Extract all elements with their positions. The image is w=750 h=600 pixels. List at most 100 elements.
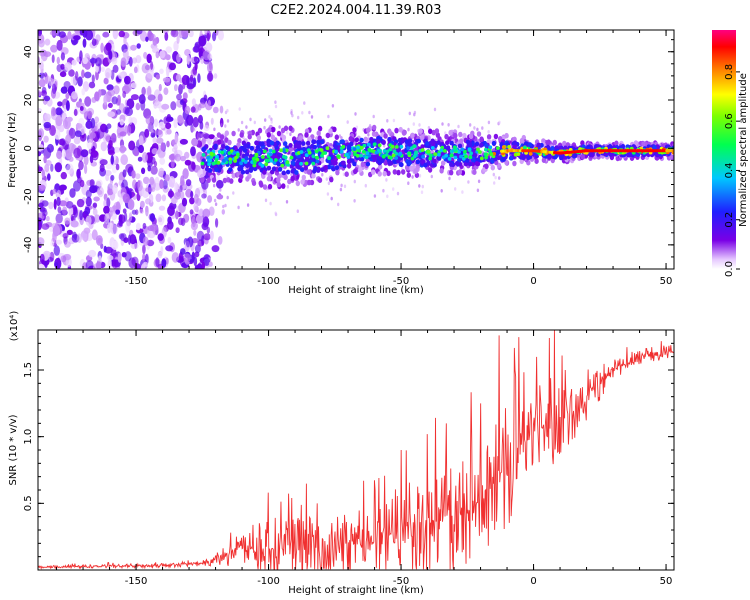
noise-cell: [121, 179, 128, 190]
signal-cell: [200, 177, 205, 183]
noise-cell: [91, 229, 98, 241]
noise-cell: [39, 253, 45, 264]
noise-cell: [68, 69, 75, 77]
noise-cell: [198, 102, 206, 109]
signal-cell: [266, 138, 271, 144]
faint-cell: [327, 114, 330, 119]
signal-cell: [201, 147, 206, 152]
noise-cell: [145, 187, 153, 193]
signal-cell: [381, 140, 386, 145]
noise-cell: [156, 101, 162, 109]
signal-cell: [407, 151, 412, 156]
signal-cell: [245, 176, 250, 182]
signal-cell: [261, 173, 266, 179]
noise-cell: [139, 208, 144, 214]
noise-cell: [49, 125, 56, 136]
signal-cell: [247, 133, 252, 140]
noise-cell: [107, 186, 111, 196]
noise-cell: [83, 154, 89, 166]
signal-cell: [257, 127, 263, 134]
faint-cell: [457, 124, 460, 129]
noise-cell: [107, 89, 116, 97]
faint-cell: [481, 126, 484, 130]
noise-cell: [110, 154, 115, 165]
signal-cell: [201, 153, 206, 157]
noise-cell: [164, 174, 170, 182]
signal-cell: [449, 162, 454, 167]
noise-cell: [41, 223, 50, 230]
signal-cell: [228, 167, 233, 173]
signal-cell: [501, 157, 506, 163]
signal-cell: [276, 130, 282, 137]
noise-cell: [99, 159, 108, 166]
noise-cell: [122, 169, 127, 178]
signal-cell: [416, 138, 421, 144]
noise-cell: [103, 205, 110, 214]
signal-cell: [457, 157, 462, 163]
noise-cell: [216, 194, 224, 200]
noise-cell: [44, 260, 48, 269]
noise-cell: [165, 46, 172, 53]
signal-cell: [536, 142, 541, 148]
signal-cell: [403, 154, 408, 159]
noise-cell: [79, 210, 83, 221]
signal-cell: [377, 171, 382, 177]
faint-cell: [232, 191, 235, 195]
x-tick-label: 0: [530, 576, 536, 587]
noise-cell: [145, 198, 151, 205]
noise-cell: [66, 163, 74, 175]
noise-cell: [125, 163, 134, 173]
noise-cell: [44, 38, 51, 46]
noise-cell: [124, 75, 131, 85]
signal-cell: [392, 169, 397, 175]
noise-cell: [208, 134, 215, 140]
x-tick-label: -50: [393, 276, 409, 287]
noise-cell: [145, 205, 149, 213]
noise-cell: [84, 164, 88, 175]
noise-cell: [181, 197, 188, 207]
signal-cell: [512, 140, 518, 146]
noise-cell: [142, 222, 147, 230]
faint-cell: [238, 107, 241, 111]
signal-cell: [285, 169, 291, 175]
signal-cell: [469, 151, 473, 156]
signal-cell: [234, 155, 239, 160]
signal-cell: [394, 127, 399, 134]
noise-cell: [135, 209, 139, 216]
colorbar-tick-label: 0.2: [724, 212, 735, 228]
noise-cell: [144, 128, 150, 138]
noise-cell: [107, 254, 114, 261]
noise-cell: [137, 180, 141, 188]
faint-cell: [274, 211, 277, 216]
faint-cell: [411, 175, 414, 179]
signal-cell: [588, 152, 593, 157]
faint-cell: [249, 150, 253, 154]
signal-cell: [254, 140, 259, 146]
signal-cell: [274, 158, 278, 162]
noise-cell: [55, 115, 63, 127]
noise-cell: [184, 105, 191, 115]
faint-cell: [301, 111, 304, 115]
signal-cell: [502, 145, 506, 150]
faint-cell: [296, 209, 299, 213]
signal-cell: [218, 164, 223, 170]
noise-cell: [83, 227, 91, 234]
signal-cell: [468, 133, 474, 140]
noise-cell: [115, 209, 121, 215]
signal-cell: [406, 172, 411, 178]
noise-cell: [60, 52, 65, 61]
signal-cell: [491, 140, 497, 146]
noise-cell: [146, 229, 151, 238]
noise-cell: [90, 150, 99, 159]
noise-cell: [53, 245, 60, 256]
signal-cell: [314, 149, 319, 154]
signal-cell: [335, 169, 340, 176]
signal-cell: [251, 180, 257, 186]
signal-cell: [483, 152, 488, 157]
noise-cell: [142, 253, 146, 262]
faint-cell: [302, 135, 305, 139]
signal-cell: [211, 177, 217, 183]
faint-cell: [253, 120, 256, 125]
noise-cell: [125, 221, 131, 233]
signal-cell: [516, 152, 521, 157]
